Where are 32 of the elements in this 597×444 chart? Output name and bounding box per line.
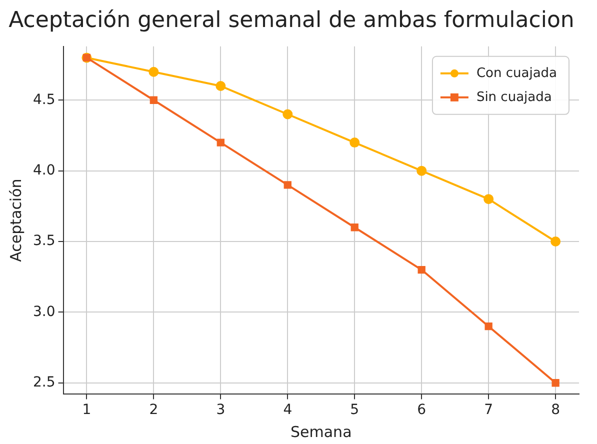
x-tick-label: 3 xyxy=(216,402,226,418)
point xyxy=(350,138,360,148)
point xyxy=(350,224,358,232)
x-tick-label: 8 xyxy=(551,402,560,418)
x-tick-label: 5 xyxy=(350,402,360,418)
y-tick-label: 4.0 xyxy=(33,162,56,178)
y-tick-label: 4.5 xyxy=(33,92,56,108)
legend-label: Sin cuajada xyxy=(476,90,552,105)
y-tick-label: 3.5 xyxy=(33,233,56,250)
point xyxy=(484,322,492,330)
point xyxy=(148,66,159,77)
y-axis-title: Aceptación xyxy=(6,178,25,262)
x-tick-label: 2 xyxy=(149,402,158,418)
y-tick-label: 3.0 xyxy=(33,304,56,320)
legend-label: Con cuajada xyxy=(476,66,558,81)
point xyxy=(216,80,226,91)
x-tick-label: 4 xyxy=(283,402,292,418)
point xyxy=(416,166,427,176)
point xyxy=(284,181,292,189)
point xyxy=(418,266,426,274)
x-tick-label: 6 xyxy=(417,402,426,418)
point xyxy=(282,109,293,120)
point xyxy=(550,236,561,247)
point xyxy=(150,96,158,104)
x-tick-label: 1 xyxy=(82,402,92,418)
x-axis-title: Semana xyxy=(290,422,352,441)
y-tick-label: 2.5 xyxy=(33,374,56,391)
point xyxy=(484,194,494,204)
chart-title: Aceptación general semanal de ambas formulacion xyxy=(8,8,574,33)
point xyxy=(552,379,560,387)
x-tick-label: 7 xyxy=(484,402,494,418)
point xyxy=(216,138,224,146)
